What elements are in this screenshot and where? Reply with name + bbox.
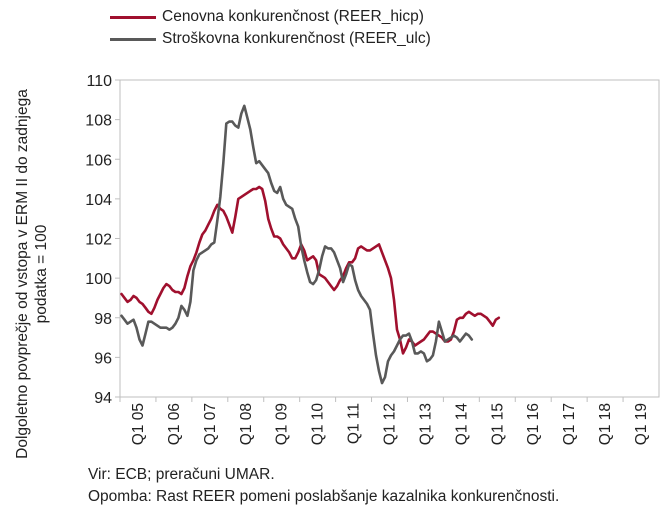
y-tick-label: 100 [85, 271, 112, 288]
x-tick-label: Q1 19 [633, 403, 650, 445]
y-tick-label: 108 [85, 113, 112, 130]
remark-note: Opomba: Rast REER pomeni poslabšanje kaz… [88, 488, 560, 505]
chart-notes: Vir: ECB; preračuni UMAR. Opomba: Rast R… [88, 464, 559, 508]
y-tick-label: 104 [85, 192, 112, 209]
chart-legend: Cenovna konkurenčnost (REER_hicp) Strošk… [110, 6, 431, 50]
y-tick-label: 102 [85, 232, 112, 249]
x-tick-label: Q1 08 [238, 403, 255, 445]
x-tick-label: Q1 06 [166, 403, 183, 445]
legend-item-reer-ulc: Stroškovna konkurenčnost (REER_ulc) [110, 28, 431, 50]
x-tick-label: Q1 15 [489, 403, 506, 445]
x-tick-label: Q1 16 [525, 403, 542, 445]
x-tick-label: Q1 10 [310, 403, 327, 446]
source-note: Vir: ECB; preračuni UMAR. [88, 466, 275, 483]
legend-item-reer-hicp: Cenovna konkurenčnost (REER_hicp) [110, 6, 431, 28]
x-tick-label: Q1 12 [382, 403, 399, 445]
y-tick-label: 94 [94, 390, 112, 407]
legend-label-reer-ulc: Stroškovna konkurenčnost (REER_ulc) [162, 30, 431, 47]
x-tick-label: Q1 18 [597, 403, 614, 445]
legend-swatch-reer-hicp [110, 15, 156, 19]
x-tick-label: Q1 09 [274, 403, 291, 445]
x-tick-label: Q1 11 [346, 403, 363, 444]
x-tick-label: Q1 17 [561, 403, 578, 445]
y-tick-label: 110 [86, 73, 112, 90]
x-tick-label: Q1 13 [417, 403, 434, 445]
y-tick-label: 106 [85, 152, 112, 169]
x-tick-label: Q1 05 [130, 403, 147, 445]
y-tick-label: 98 [94, 311, 112, 328]
x-tick-label: Q1 14 [453, 403, 470, 446]
x-tick-label: Q1 07 [202, 403, 219, 445]
legend-swatch-reer-ulc [110, 37, 156, 41]
legend-label-reer-hicp: Cenovna konkurenčnost (REER_hicp) [162, 8, 424, 25]
series-line-reer-ulc [120, 104, 474, 385]
y-tick-label: 96 [94, 350, 112, 367]
